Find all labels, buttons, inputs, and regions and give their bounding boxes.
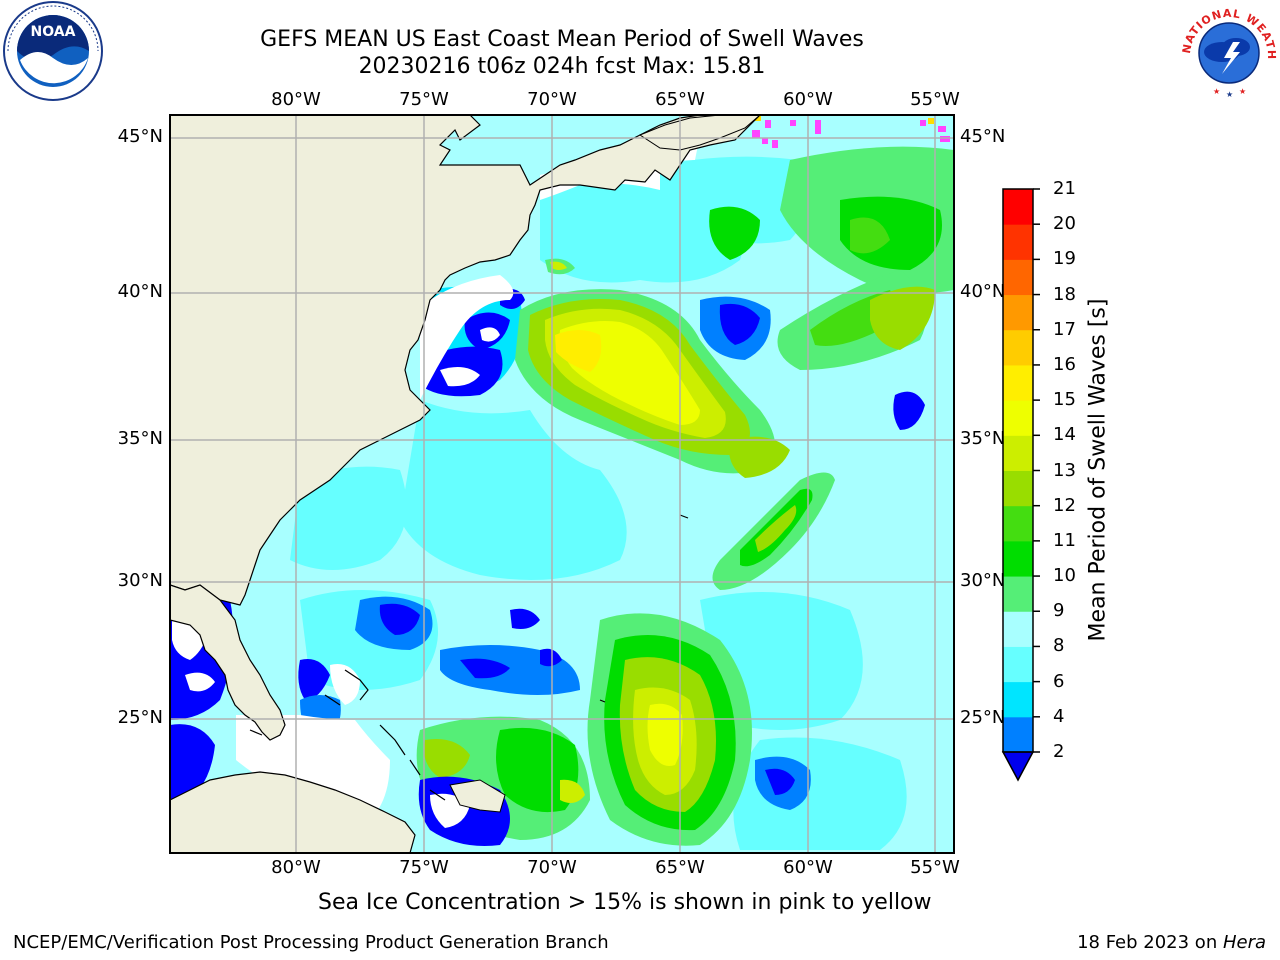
colorbar-tick-label: 21 bbox=[1053, 178, 1076, 199]
colorbar-tick-label: 16 bbox=[1053, 353, 1076, 375]
credit-line: NCEP/EMC/Verification Post Processing Pr… bbox=[13, 932, 609, 953]
land-hispaniola bbox=[449, 779, 506, 813]
lon-label-top-80w: 80°W bbox=[271, 89, 321, 110]
colorbar-segment bbox=[1003, 294, 1033, 331]
colorbar-segment bbox=[1003, 576, 1033, 612]
colorbar-segment bbox=[1003, 716, 1033, 753]
lon-label-bottom-70w: 70°W bbox=[527, 857, 577, 878]
lon-label-top-70w: 70°W bbox=[527, 89, 577, 110]
colorbar-tick-label: 11 bbox=[1053, 529, 1076, 551]
lat-label-right-25n: 25°N bbox=[960, 707, 1006, 728]
colorbar-tick-label: 12 bbox=[1053, 494, 1076, 516]
colorbar-segment bbox=[1003, 435, 1033, 471]
lat-label-left-35n: 35°N bbox=[117, 428, 163, 449]
lon-label-top-75w: 75°W bbox=[399, 89, 449, 110]
colorbar-segment bbox=[1003, 329, 1033, 366]
colorbar-tick-label: 9 bbox=[1053, 600, 1065, 622]
colorbar-tick-label: 15 bbox=[1053, 389, 1076, 411]
map-title: GEFS MEAN US East Coast Mean Period of S… bbox=[260, 27, 864, 52]
sea-ice-footnote: Sea Ice Concentration > 15% is shown in … bbox=[318, 890, 932, 915]
graticule bbox=[170, 115, 954, 853]
swell-period-field bbox=[170, 115, 954, 853]
colorbar-tick-label: 10 bbox=[1053, 565, 1076, 587]
colorbar-tick-label: 6 bbox=[1053, 670, 1065, 692]
colorbar-segment bbox=[1003, 611, 1033, 647]
date-stamp: 18 Feb 2023 on Hera bbox=[1077, 932, 1266, 953]
lat-label-right-35n: 35°N bbox=[960, 428, 1006, 449]
lon-label-top-55w: 55°W bbox=[910, 89, 960, 110]
colorbar-tick-label: 13 bbox=[1053, 459, 1076, 481]
colorbar-tick-label: 8 bbox=[1053, 635, 1065, 657]
lat-label-left-40n: 40°N bbox=[117, 281, 163, 302]
date-text: 18 Feb 2023 on bbox=[1077, 932, 1223, 953]
noaa-logo: NOAA bbox=[3, 1, 103, 101]
colorbar-segment bbox=[1003, 540, 1033, 577]
noaa-logo-text: NOAA bbox=[31, 24, 76, 40]
colorbar-segment bbox=[1003, 505, 1033, 542]
lon-label-bottom-55w: 55°W bbox=[910, 857, 960, 878]
colorbar-segment bbox=[1003, 189, 1033, 225]
lon-label-bottom-80w: 80°W bbox=[271, 857, 321, 878]
land-us-east-coast bbox=[170, 115, 761, 606]
svg-text:★: ★ bbox=[1239, 87, 1246, 96]
lat-label-left-30n: 30°N bbox=[117, 570, 163, 591]
colorbar-tick-label: 18 bbox=[1053, 283, 1076, 305]
lon-label-top-65w: 65°W bbox=[655, 89, 705, 110]
map-subtitle: 20230216 t06z 024h fcst Max: 15.81 bbox=[358, 54, 766, 79]
colorbar-extend-arrow bbox=[1001, 751, 1035, 782]
colorbar-tick-label: 14 bbox=[1053, 424, 1076, 446]
colorbar-segment bbox=[1003, 470, 1033, 507]
lon-label-bottom-75w: 75°W bbox=[399, 857, 449, 878]
nws-logo: NATIONAL WEATHER SERVICE ★ ★ ★ bbox=[1178, 0, 1278, 100]
colorbar-segment bbox=[1003, 681, 1033, 718]
svg-text:★: ★ bbox=[1213, 87, 1220, 96]
lat-label-right-45n: 45°N bbox=[960, 126, 1006, 147]
colorbar-tick-label: 4 bbox=[1053, 705, 1065, 727]
colorbar-segment bbox=[1003, 259, 1033, 296]
lat-label-right-30n: 30°N bbox=[960, 570, 1006, 591]
land-cuba bbox=[170, 771, 416, 853]
colorbar-segment bbox=[1003, 364, 1033, 401]
colorbar-title: Mean Period of Swell Waves [s] bbox=[1085, 298, 1111, 642]
sea-ice-markers bbox=[745, 115, 950, 148]
date-host: Hera bbox=[1222, 932, 1266, 953]
lon-label-bottom-65w: 65°W bbox=[655, 857, 705, 878]
lat-label-right-40n: 40°N bbox=[960, 281, 1006, 302]
colorbar-tick-label: 2 bbox=[1053, 741, 1065, 762]
colorbar bbox=[1001, 188, 1040, 782]
colorbar-segment bbox=[1003, 400, 1033, 436]
lat-label-left-25n: 25°N bbox=[117, 707, 163, 728]
land-nova-scotia bbox=[638, 115, 761, 151]
colorbar-tick-label: 19 bbox=[1053, 248, 1076, 270]
colorbar-tick-label: 20 bbox=[1053, 213, 1076, 235]
colorbar-segment bbox=[1003, 646, 1033, 683]
land-florida bbox=[170, 584, 286, 741]
map-frame bbox=[169, 114, 955, 854]
lat-label-left-45n: 45°N bbox=[117, 126, 163, 147]
lon-label-top-60w: 60°W bbox=[783, 89, 833, 110]
colorbar-segment bbox=[1003, 224, 1033, 260]
lon-label-bottom-60w: 60°W bbox=[783, 857, 833, 878]
svg-text:★: ★ bbox=[1226, 90, 1233, 99]
colorbar-tick-label: 17 bbox=[1053, 318, 1076, 340]
